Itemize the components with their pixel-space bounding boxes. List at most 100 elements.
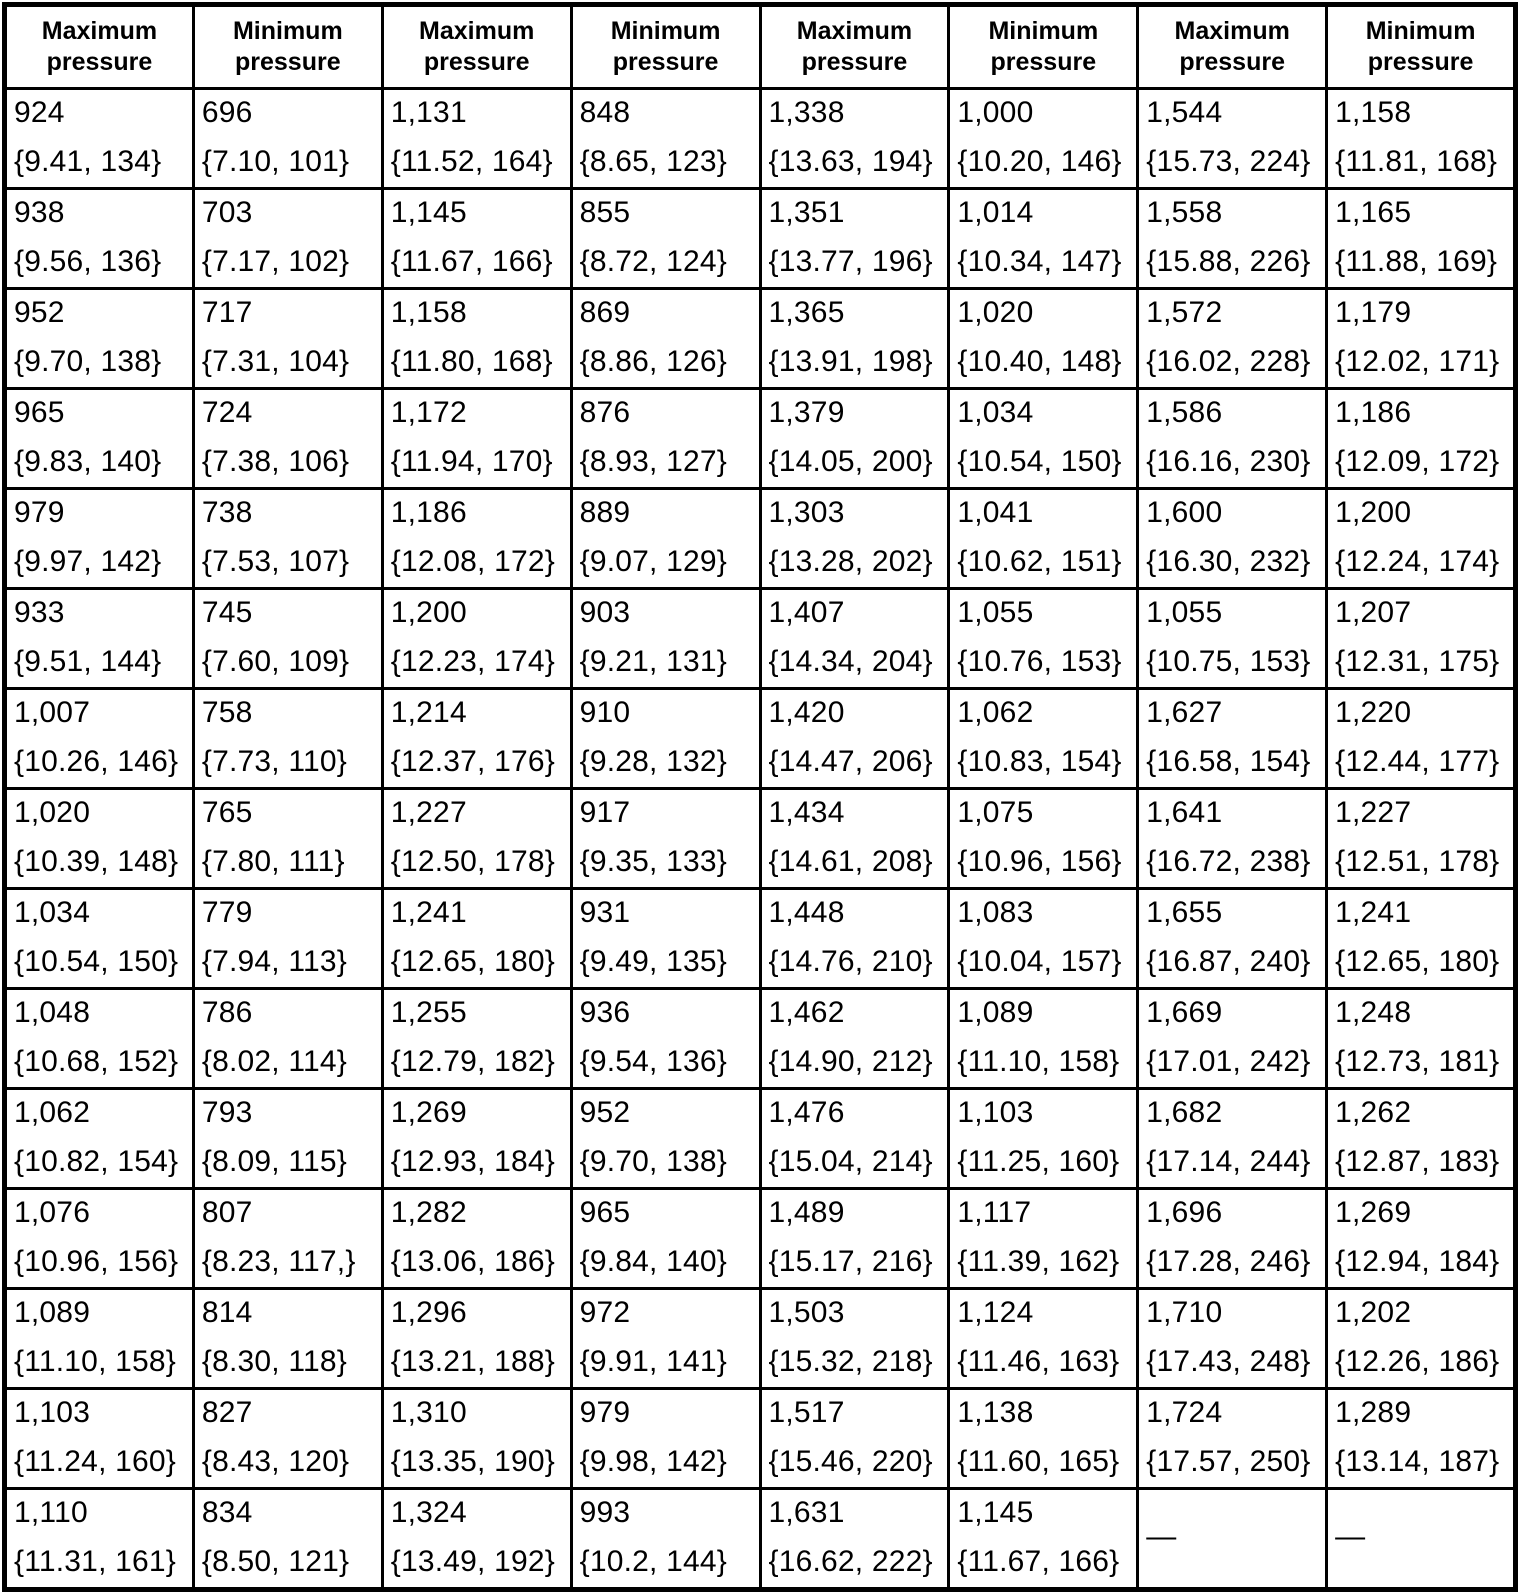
column-header: Maximum pressure (758, 3, 951, 90)
table-cell: 1,158 {11.80, 168} (380, 287, 573, 390)
pressure-range: {9.49, 135} (579, 944, 727, 978)
pressure-value: 1,165 (1335, 196, 1412, 229)
pressure-range: {9.97, 142} (14, 544, 162, 578)
pressure-range: {10.2, 144} (579, 1544, 727, 1578)
pressure-cell: 1,262 {12.87, 183} (1328, 1090, 1513, 1187)
table-cell: — (1325, 1487, 1517, 1591)
pressure-range: {9.28, 132} (579, 744, 727, 778)
pressure-cell: 936 {9.54, 136} (573, 990, 759, 1087)
pressure-value: 1,117 (957, 1196, 1032, 1229)
pressure-value: 1,600 (1146, 496, 1223, 529)
pressure-cell: 965 {9.83, 140} (7, 390, 192, 487)
pressure-value: 1,048 (14, 996, 91, 1029)
pressure-value: 1,503 (768, 1296, 845, 1329)
pressure-value: 1,641 (1146, 796, 1223, 829)
pressure-range: {12.26, 186} (1335, 1344, 1500, 1378)
pressure-cell: 1,110 {11.31, 161} (7, 1490, 192, 1587)
pressure-range: {10.40, 148} (957, 344, 1122, 378)
pressure-value: 1,289 (1335, 1396, 1412, 1429)
table-cell: 807 {8.23, 117,} (191, 1187, 384, 1290)
pressure-cell: 979 {9.97, 142} (7, 490, 192, 587)
pressure-value: 965 (579, 1196, 631, 1229)
pressure-cell: 834 {8.50, 121} (195, 1490, 381, 1587)
pressure-value: 1,020 (957, 296, 1034, 329)
pressure-value: 1,269 (1335, 1196, 1412, 1229)
pressure-range: {13.77, 196} (768, 244, 933, 278)
pressure-cell: 848 {8.65, 123} (573, 90, 759, 187)
pressure-value: 1,014 (957, 196, 1034, 229)
pressure-range: {12.31, 175} (1335, 644, 1500, 678)
table-cell: 869 {8.86, 126} (569, 287, 762, 390)
table-cell: 1,158 {11.81, 168} (1325, 87, 1517, 190)
pressure-value: 1,202 (1335, 1296, 1412, 1329)
table-cell: 1,282 {13.06, 186} (380, 1187, 573, 1290)
table-cell: 814 {8.30, 118} (191, 1287, 384, 1390)
pressure-value: 1,476 (768, 1096, 845, 1129)
table-cell: 1,055 {10.75, 153} (1136, 587, 1329, 690)
pressure-range: {11.60, 165} (957, 1444, 1120, 1478)
pressure-range: {7.53, 107} (201, 544, 350, 578)
table-cell: 1,165 {11.88, 169} (1325, 187, 1517, 290)
pressure-cell: 1,075 {10.96, 156} (950, 790, 1136, 887)
pressure-range: {8.93, 127} (579, 444, 727, 478)
pressure-value: 765 (201, 796, 253, 829)
table-cell: 1,075 {10.96, 156} (947, 787, 1140, 890)
pressure-value: 1,200 (390, 596, 467, 629)
pressure-value: 793 (201, 1096, 253, 1129)
column-header: Maximum pressure (1136, 3, 1329, 90)
table-row: 933 {9.51, 144} 745 {7.60, 109} 1,200 {12.23,… (3, 587, 1517, 690)
pressure-cell: 1,407 {14.34, 204} (762, 590, 948, 687)
pressure-range: {11.52, 164} (390, 144, 553, 178)
pressure-range: {13.63, 194} (768, 144, 933, 178)
pressure-cell: 1,202 {12.26, 186} (1328, 1290, 1513, 1387)
pressure-value: 1,200 (1335, 496, 1412, 529)
pressure-cell: 1,007 {10.26, 146} (7, 690, 192, 787)
table-row: 1,007 {10.26, 146} 758 {7.73, 110} 1,214 {12.… (3, 687, 1517, 790)
pressure-range: {15.73, 224} (1146, 144, 1311, 178)
table-cell: 1,202 {12.26, 186} (1325, 1287, 1517, 1390)
table-cell: 1,110 {11.31, 161} (3, 1487, 195, 1591)
pressure-range: {8.72, 124} (579, 244, 727, 278)
pressure-range: {14.34, 204} (768, 644, 933, 678)
table-row: 1,062 {10.82, 154} 793 {8.09, 115} 1,269 {12.… (3, 1087, 1517, 1190)
pressure-value: 1,000 (957, 96, 1034, 129)
pressure-range: {11.94, 170} (390, 444, 553, 478)
pressure-value: 1,655 (1146, 896, 1223, 929)
no-data-dash: — (1335, 1520, 1366, 1554)
table-cell: 938 {9.56, 136} (3, 187, 195, 290)
pressure-value: 1,669 (1146, 996, 1223, 1029)
pressure-range: {8.43, 120} (201, 1444, 350, 1478)
pressure-cell: 1,669 {17.01, 242} (1139, 990, 1325, 1087)
table-cell: 1,503 {15.32, 218} (758, 1287, 951, 1390)
pressure-cell: 1,165 {11.88, 169} (1328, 190, 1513, 287)
pressure-cell: 1,269 {12.94, 184} (1328, 1190, 1513, 1287)
pressure-value: 936 (579, 996, 631, 1029)
pressure-range: {10.20, 146} (957, 144, 1122, 178)
pressure-range: {9.84, 140} (579, 1244, 727, 1278)
table-cell: 876 {8.93, 127} (569, 387, 762, 490)
pressure-cell: 1,138 {11.60, 165} (950, 1390, 1136, 1487)
pressure-value: 1,020 (14, 796, 91, 829)
pressure-range: {7.10, 101} (201, 144, 350, 178)
pressure-value: 855 (579, 196, 631, 229)
table-cell: 1,558 {15.88, 226} (1136, 187, 1329, 290)
pressure-cell: 1,041 {10.62, 151} (950, 490, 1136, 587)
pressure-value: 1,110 (14, 1496, 88, 1529)
pressure-range: {15.17, 216} (768, 1244, 933, 1278)
pressure-range: {9.83, 140} (14, 444, 162, 478)
table-row: 1,034 {10.54, 150} 779 {7.94, 113} 1,241 {12.… (3, 887, 1517, 990)
pressure-range: {11.67, 166} (390, 244, 553, 278)
table-cell: 1,255 {12.79, 182} (380, 987, 573, 1090)
pressure-value: 807 (201, 1196, 253, 1229)
pressure-value: 1,558 (1146, 196, 1223, 229)
table-row: 1,048 {10.68, 152} 786 {8.02, 114} 1,255 {12.… (3, 987, 1517, 1090)
table-cell: 910 {9.28, 132} (569, 687, 762, 790)
pressure-cell: 703 {7.17, 102} (195, 190, 381, 287)
pressure-value: 1,572 (1146, 296, 1223, 329)
pressure-value: 1,055 (1146, 596, 1223, 629)
pressure-cell: 1,227 {12.51, 178} (1328, 790, 1513, 887)
pressure-range: {13.49, 192} (390, 1544, 555, 1578)
table-cell: — (1136, 1487, 1329, 1591)
pressure-range: {9.54, 136} (579, 1044, 727, 1078)
pressure-value: 827 (201, 1396, 253, 1429)
